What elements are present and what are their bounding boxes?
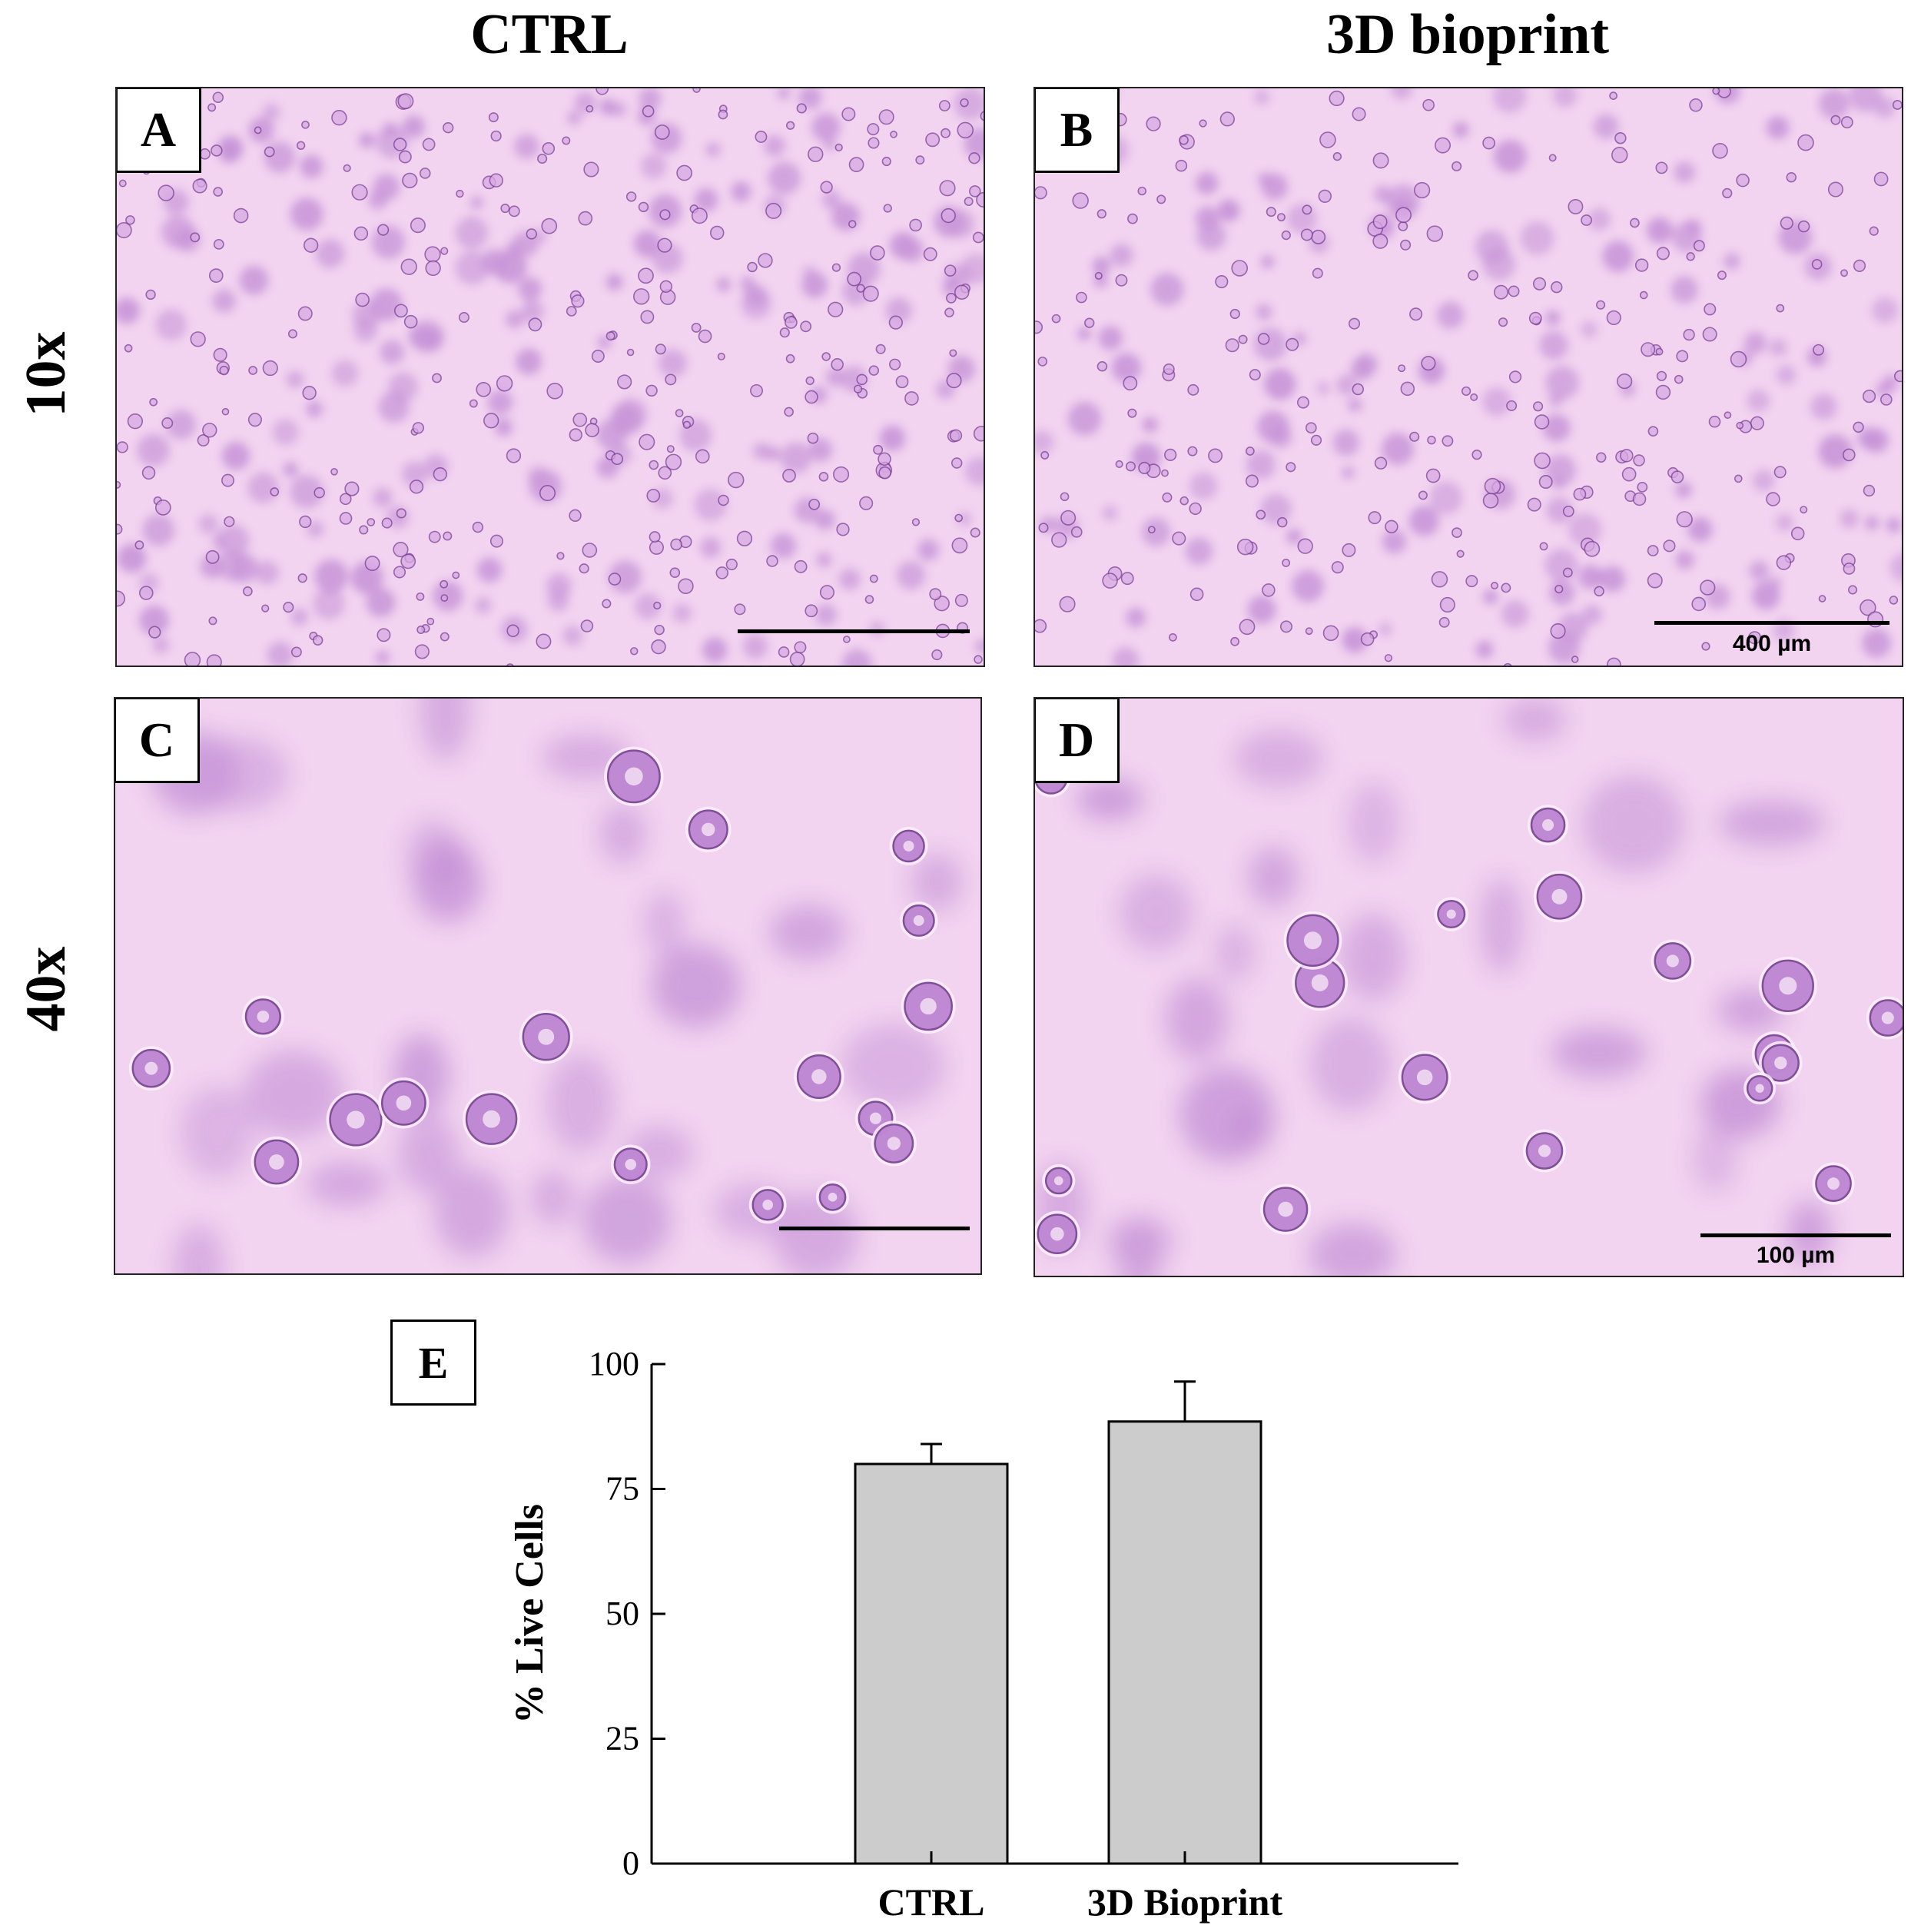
scale-bar-label-d: 100 µm (1756, 1243, 1836, 1268)
micrograph-image-a (117, 88, 984, 666)
scale-bar-a (738, 629, 970, 633)
scale-bar-d (1700, 1233, 1891, 1237)
column-header-bioprint: 3D bioprint (1325, 3, 1609, 66)
bar-0 (854, 1462, 1009, 1865)
scale-bar-label-b: 400 µm (1732, 631, 1812, 656)
y-tick-label: 50 (605, 1595, 639, 1632)
y-tick-label: 100 (589, 1345, 639, 1383)
panel-label-b: B (1035, 88, 1120, 173)
y-axis-label: % Live Cells (508, 1504, 552, 1724)
micrograph-panel-a: A (115, 87, 985, 667)
micrograph-panel-b: B 400 µm (1033, 87, 1903, 667)
micrograph-panel-c: C (114, 697, 982, 1275)
y-tick-label: 75 (605, 1470, 639, 1508)
micrograph-image-c (115, 699, 980, 1273)
panel-label-e: E (390, 1320, 476, 1406)
bar-1 (1107, 1420, 1262, 1865)
x-tick-label: 3D Bioprint (1087, 1881, 1283, 1924)
micrograph-image-d (1035, 699, 1903, 1276)
panel-label-c: C (115, 699, 200, 783)
scale-bar-c (779, 1227, 970, 1230)
y-tick-label: 0 (622, 1844, 639, 1882)
y-tick-label: 25 (605, 1720, 639, 1758)
panel-label-a: A (117, 88, 201, 173)
column-header-ctrl: CTRL (470, 3, 629, 66)
micrograph-image-b (1035, 88, 1902, 666)
panel-label-d: D (1035, 699, 1120, 783)
micrograph-panel-d: D 100 µm (1033, 697, 1904, 1277)
x-tick-label: CTRL (878, 1881, 985, 1924)
scale-bar-b (1654, 621, 1889, 625)
